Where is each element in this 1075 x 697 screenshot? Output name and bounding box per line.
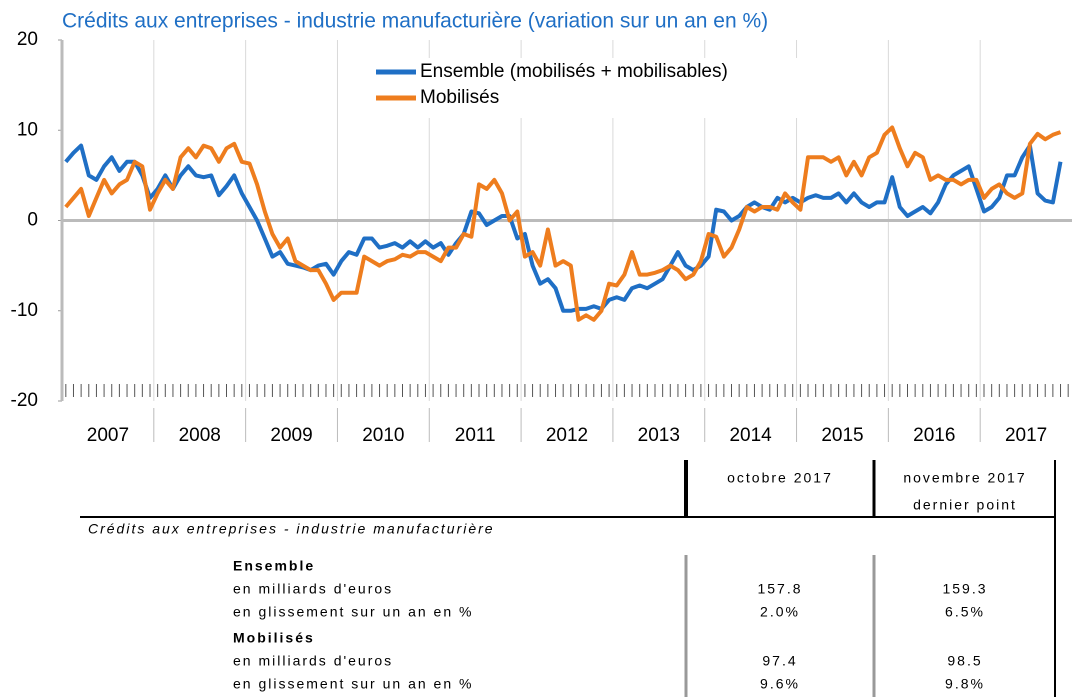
y-tick-label: -20 <box>11 390 38 411</box>
chart-title: Crédits aux entreprises - industrie manu… <box>62 10 768 33</box>
x-tick-label: 2016 <box>913 425 955 446</box>
legend-label: Mobilisés <box>420 87 499 108</box>
x-tick-label: 2010 <box>362 425 404 446</box>
x-tick-label: 2017 <box>1005 425 1047 446</box>
cell: 6.5% <box>945 604 985 620</box>
x-tick-label: 2013 <box>638 425 680 446</box>
row-label: en glissement sur un an en % <box>233 676 473 692</box>
column-header: octobre 2017 <box>727 470 833 486</box>
x-tick-label: 2012 <box>546 425 588 446</box>
series-line <box>64 125 1062 322</box>
x-tick-label: 2007 <box>87 425 129 446</box>
y-tick-label: 0 <box>27 210 38 231</box>
group-title: Ensemble <box>233 558 315 574</box>
legend-label: Ensemble (mobilisés + mobilisables) <box>420 61 728 82</box>
column-header: novembre 2017 <box>903 470 1026 486</box>
x-tick-label: 2015 <box>821 425 863 446</box>
cell: 9.6% <box>760 676 800 692</box>
x-tick-label: 2008 <box>179 425 221 446</box>
section-title: Crédits aux entreprises - industrie manu… <box>88 521 495 537</box>
cell: 157.8 <box>757 581 802 597</box>
x-tick-label: 2014 <box>729 425 772 446</box>
legend-box <box>370 58 820 118</box>
y-tick-label: -10 <box>11 300 38 321</box>
table: octobre 2017 novembre 2017 dernier point… <box>80 460 1056 697</box>
cell: 98.5 <box>947 653 982 669</box>
x-tick-label: 2011 <box>455 425 496 446</box>
cell: 97.4 <box>762 653 797 669</box>
x-tick-label: 2009 <box>270 425 312 446</box>
row-label: en milliards d'euros <box>233 581 393 597</box>
y-tick-label: 20 <box>17 29 38 50</box>
group-title: Mobilisés <box>233 630 315 646</box>
y-tick-label: 10 <box>17 119 38 140</box>
cell: 9.8% <box>945 676 985 692</box>
row-label: en milliards d'euros <box>233 653 393 669</box>
series-line <box>64 143 1063 313</box>
column-header: dernier point <box>913 497 1017 513</box>
cell: 159.3 <box>942 581 987 597</box>
cell: 2.0% <box>760 604 800 620</box>
row-label: en glissement sur un an en % <box>233 604 473 620</box>
